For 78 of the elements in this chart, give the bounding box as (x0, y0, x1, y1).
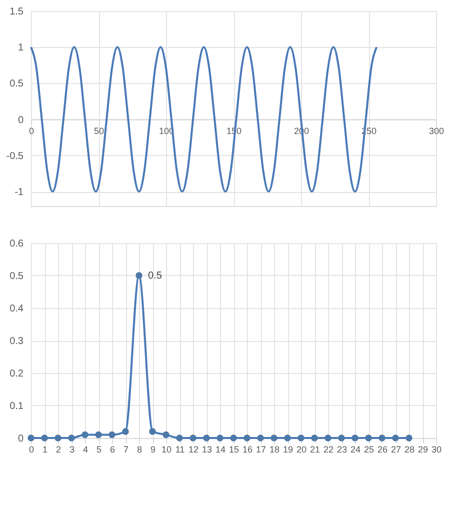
y-tick-label: 0.5 (10, 271, 24, 282)
x-tick-label: 23 (336, 444, 348, 454)
x-tick-label: 6 (110, 444, 116, 454)
x-tick-label: 5 (96, 444, 102, 454)
x-tick-label: 27 (390, 444, 402, 454)
point (406, 434, 412, 442)
y-tick-label: 0 (18, 114, 24, 126)
x-tick-label: 29 (418, 444, 428, 454)
point (352, 434, 358, 442)
point (41, 434, 48, 442)
y-tick-label: 1 (18, 42, 24, 54)
x-tick-label: 26 (377, 444, 388, 454)
point (378, 434, 386, 442)
x-tick-label: 50 (94, 126, 104, 136)
y-tick-label: 0.6 (10, 238, 24, 250)
x-tick-label: 14 (215, 444, 226, 454)
x-tick-label: 15 (228, 444, 240, 454)
y-tick-label: 0.4 (10, 304, 24, 314)
x-tick-label: 16 (242, 444, 253, 454)
y-tick-label: -1 (14, 187, 24, 198)
point (298, 434, 304, 442)
x-tick-label: 4 (82, 444, 88, 454)
x-tick-label: 8 (136, 444, 142, 454)
x-tick-label: 0 (28, 126, 34, 136)
point (136, 272, 142, 279)
x-tick-label: 11 (175, 444, 185, 454)
x-tick-label: 28 (404, 444, 415, 454)
point (68, 434, 75, 442)
data-label: 0.5 (148, 270, 162, 282)
x-tick-label: 24 (350, 444, 361, 454)
y-tick-label: 0.2 (10, 368, 24, 380)
x-tick-label: 22 (323, 444, 334, 454)
y-tick-label: -0.5 (6, 150, 24, 162)
point (216, 434, 224, 442)
y-tick-label: 1.5 (10, 6, 24, 18)
x-tick-label: 2 (56, 444, 62, 454)
point (176, 434, 183, 442)
y-tick-label: 0.5 (10, 78, 24, 90)
x-tick-label: 9 (150, 444, 156, 454)
x-tick-label: 12 (188, 444, 199, 454)
point (149, 428, 156, 435)
point (203, 434, 210, 442)
x-tick-label: 0 (28, 444, 34, 454)
point (95, 431, 102, 438)
point (365, 434, 372, 442)
x-tick-label: 21 (310, 444, 320, 454)
point (230, 434, 237, 442)
x-tick-label: 13 (202, 444, 212, 454)
x-tick-label: 1 (42, 444, 48, 454)
y-tick-label: 0.1 (10, 401, 24, 412)
x-tick-label: 3 (69, 444, 75, 454)
point (108, 431, 116, 438)
x-tick-label: 25 (364, 444, 374, 454)
point (257, 434, 264, 442)
point (54, 434, 62, 442)
point (122, 428, 129, 435)
point (338, 434, 345, 442)
point (270, 434, 278, 442)
point (324, 434, 332, 442)
y-tick-label: 0.3 (10, 336, 24, 347)
point (392, 434, 399, 442)
point (311, 434, 318, 442)
point (28, 434, 34, 442)
point (82, 431, 88, 438)
x-tick-label: 18 (269, 444, 280, 454)
point (284, 434, 291, 442)
x-tick-label: 10 (161, 444, 172, 454)
x-tick-label: 300 (428, 126, 444, 136)
x-tick-label: 20 (296, 444, 307, 454)
y-tick-label: 0 (18, 434, 24, 444)
x-tick-label: 19 (282, 444, 294, 454)
point (244, 434, 250, 442)
line-series (30, 46, 378, 193)
point (162, 431, 170, 438)
x-tick-label: 7 (123, 444, 129, 454)
x-tick-label: 17 (256, 444, 266, 454)
x-tick-label: 30 (431, 444, 442, 454)
point (190, 434, 196, 442)
